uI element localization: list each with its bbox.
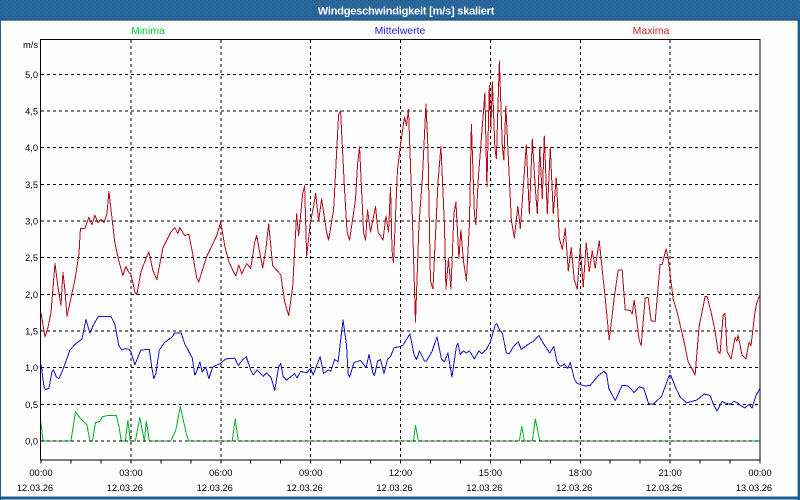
svg-text:03:00: 03:00 — [119, 468, 142, 478]
svg-text:21:00: 21:00 — [658, 468, 681, 478]
svg-text:00:00: 00:00 — [29, 468, 52, 478]
svg-text:3,5: 3,5 — [25, 180, 38, 190]
svg-text:Maxima: Maxima — [633, 25, 670, 37]
svg-text:12.03.26: 12.03.26 — [197, 483, 233, 493]
svg-text:Windgeschwindigkeit [m/s] skal: Windgeschwindigkeit [m/s] skaliert — [318, 6, 495, 18]
svg-text:06:00: 06:00 — [209, 468, 232, 478]
svg-text:12.03.26: 12.03.26 — [107, 483, 143, 493]
svg-text:12.03.26: 12.03.26 — [376, 483, 412, 493]
svg-text:Minima: Minima — [131, 25, 165, 37]
svg-text:1,0: 1,0 — [25, 363, 38, 373]
svg-text:3,0: 3,0 — [25, 217, 38, 227]
svg-text:12.03.26: 12.03.26 — [646, 483, 682, 493]
svg-text:12.03.26: 12.03.26 — [287, 483, 323, 493]
svg-text:12:00: 12:00 — [389, 468, 412, 478]
svg-text:m/s: m/s — [23, 40, 38, 50]
svg-text:2,5: 2,5 — [25, 253, 38, 263]
svg-text:0,0: 0,0 — [25, 437, 38, 447]
svg-text:2,0: 2,0 — [25, 290, 38, 300]
svg-text:12.03.26: 12.03.26 — [466, 483, 502, 493]
svg-text:18:00: 18:00 — [569, 468, 592, 478]
svg-text:0,5: 0,5 — [25, 400, 38, 410]
svg-text:12.03.26: 12.03.26 — [17, 483, 53, 493]
svg-text:00:00: 00:00 — [748, 468, 771, 478]
svg-text:09:00: 09:00 — [299, 468, 322, 478]
svg-text:5,0: 5,0 — [25, 70, 38, 80]
svg-text:15:00: 15:00 — [479, 468, 502, 478]
svg-text:12.03.26: 12.03.26 — [556, 483, 592, 493]
svg-text:4,0: 4,0 — [25, 143, 38, 153]
svg-text:Mittelwerte: Mittelwerte — [375, 25, 426, 37]
svg-text:4,5: 4,5 — [25, 107, 38, 117]
svg-text:13.03.26: 13.03.26 — [736, 483, 772, 493]
svg-text:1,5: 1,5 — [25, 327, 38, 337]
